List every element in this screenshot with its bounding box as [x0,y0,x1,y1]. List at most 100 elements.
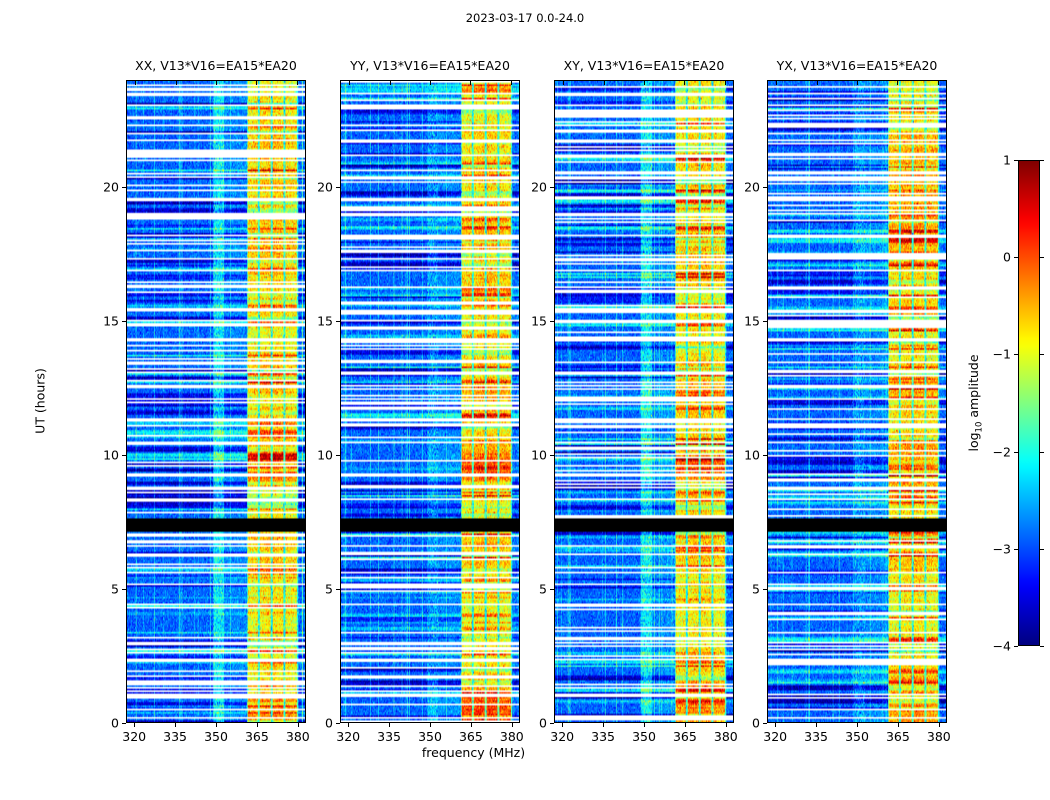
y-axis-label: UT (hours) [32,368,48,434]
y-tick-label: 15 [531,313,547,329]
y-tick-label: 15 [317,313,333,329]
axes-xy[interactable] [554,80,734,723]
colorbar-tick-label: −2 [992,444,1011,460]
colorbar-tick-left [1014,646,1018,647]
x-tick [389,723,391,727]
x-tick-top [563,81,565,85]
y-tick-label: 10 [317,447,333,463]
x-tick-label: 350 [204,729,228,744]
axes-xx[interactable] [126,80,306,723]
y-tick-label: 0 [325,715,333,731]
x-tick [603,723,605,727]
colorbar-tick [1040,257,1044,259]
y-tick [122,723,126,724]
x-tick-label: 380 [285,729,310,744]
x-tick-top [857,81,858,85]
x-tick-top [470,81,472,85]
y-tick [763,321,767,323]
x-tick-label: 320 [336,729,361,744]
x-tick [897,723,899,727]
y-tick [336,723,340,724]
y-tick [763,723,767,724]
x-tick [256,723,258,727]
x-tick-label: 380 [499,729,524,744]
x-tick-top [216,81,217,85]
colorbar-tick-label: −3 [992,541,1011,557]
heatmap-yx [768,81,946,722]
colorbar-tick-left [1014,160,1018,161]
x-tick-label: 320 [763,729,788,744]
x-tick [725,723,727,727]
colorbar-tick-label: −1 [992,346,1011,362]
x-tick-top [349,81,351,85]
x-tick-top [937,81,939,85]
y-tick-label: 0 [539,715,547,731]
x-tick-top [776,81,778,85]
y-tick [336,589,340,591]
panel-title-xy: XY, V13*V16=EA15*EA20 [563,58,725,73]
x-tick-label: 365 [885,729,910,744]
x-tick [684,723,686,727]
x-tick-label: 335 [804,729,829,744]
x-tick-label: 335 [377,729,402,744]
x-tick-label: 350 [632,729,656,744]
x-axis-label: frequency (MHz) [421,745,526,760]
x-tick-top [389,81,391,85]
x-tick-label: 320 [550,729,575,744]
x-tick [216,723,217,727]
colorbar-tick-left [1014,354,1018,356]
y-tick-label: 20 [317,179,333,195]
y-tick [122,589,126,591]
x-tick-label: 365 [244,729,269,744]
y-tick-label: 20 [744,179,760,195]
axes-yy[interactable] [340,80,520,723]
y-tick-label: 15 [103,313,119,329]
x-tick-top [296,81,298,85]
x-tick [511,723,513,727]
panel-yy: YY, V13*V16=EA15*EA20 320 335 350 365 380 0 5 1… [317,58,524,744]
y-tick [336,187,340,189]
x-tick-label: 380 [713,729,738,744]
colorbar-tick [1040,451,1044,453]
colorbar-tick [1040,646,1044,647]
colorbar-tick-left [1014,257,1018,259]
y-tick [550,589,554,591]
y-tick-label: 20 [103,179,119,195]
y-tick-label: 15 [744,313,760,329]
x-tick-top [430,81,431,85]
x-tick [134,723,136,727]
y-tick [550,187,554,189]
colorbar-gradient [1018,160,1040,646]
y-tick [550,321,554,323]
x-tick-label: 365 [672,729,697,744]
x-tick [297,723,299,727]
x-tick-label: 380 [926,729,951,744]
y-tick [550,723,554,724]
x-tick-label: 320 [122,729,147,744]
panel-title-yx: YX, V13*V16=EA15*EA20 [776,58,938,73]
colorbar[interactable]: −4 −3 −2 −1 0 1 [993,153,1044,654]
y-tick [336,455,340,457]
x-tick-label: 350 [418,729,442,744]
panel-title-yy: YY, V13*V16=EA15*EA20 [350,58,510,73]
y-tick [122,187,126,189]
y-tick-label: 10 [531,447,547,463]
x-tick-label: 335 [591,729,616,744]
y-tick [763,455,767,457]
x-tick-label: 365 [458,729,483,744]
y-tick-label: 5 [752,581,760,597]
panel-xx: XX, V13*V16=EA15*EA20 320 335 350 365 380 0 5 1… [103,58,310,744]
x-tick [938,723,940,727]
colorbar-tick-left [1014,451,1018,453]
x-tick-top [897,81,899,85]
panel-yx: YX, V13*V16=EA15*EA20 320 335 350 365 380 0 5 1… [744,58,951,744]
colorbar-tick-label: −4 [992,638,1011,654]
x-tick-label: 335 [163,729,188,744]
panel-xy: XY, V13*V16=EA15*EA20 320 335 350 365 380 0 5 1… [531,58,738,744]
x-tick [175,723,177,727]
x-tick [644,723,645,727]
x-tick-top [603,81,605,85]
colorbar-tick [1040,160,1044,161]
axes-yx[interactable] [767,80,947,723]
y-tick-label: 5 [111,581,119,597]
